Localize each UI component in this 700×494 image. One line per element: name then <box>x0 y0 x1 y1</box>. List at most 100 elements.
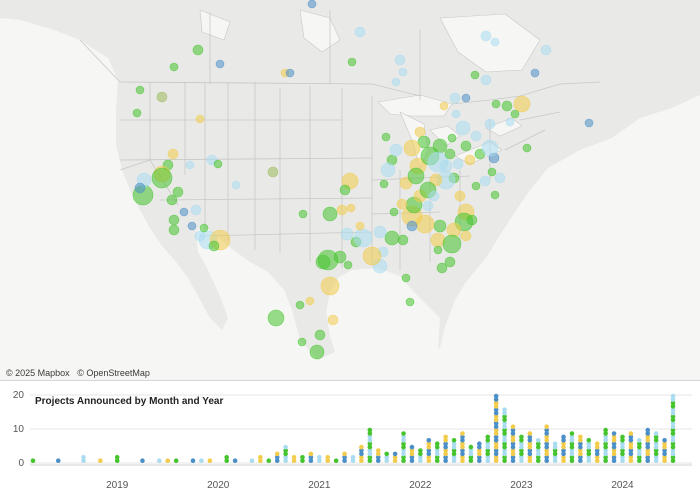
projects-timeline-chart[interactable]: 0 10 20 2019 2020 2021 2022 2023 2024 Projects … <box>0 381 700 494</box>
project-marker[interactable] <box>433 219 447 233</box>
project-marker[interactable] <box>464 154 476 166</box>
project-marker[interactable] <box>389 207 399 217</box>
project-marker[interactable] <box>380 162 396 178</box>
project-marker[interactable] <box>513 95 531 113</box>
project-marker[interactable] <box>320 276 340 296</box>
bar-2022-06[interactable] <box>418 448 423 463</box>
bar-2023-01[interactable] <box>477 441 482 463</box>
project-marker[interactable] <box>267 309 285 327</box>
bar-2019-12[interactable] <box>165 458 171 463</box>
bar-2020-08[interactable] <box>232 458 238 463</box>
project-marker[interactable] <box>295 300 305 310</box>
project-marker[interactable] <box>135 85 145 95</box>
bar-2020-11[interactable] <box>258 455 263 463</box>
project-marker[interactable] <box>461 93 471 103</box>
project-marker[interactable] <box>307 0 317 9</box>
project-marker[interactable] <box>505 117 515 127</box>
bar-2024-12[interactable] <box>670 393 676 463</box>
project-marker[interactable] <box>436 262 448 274</box>
bar-2022-10[interactable] <box>451 438 457 463</box>
bar-2023-05[interactable] <box>510 424 516 463</box>
bar-2023-04[interactable] <box>502 407 507 463</box>
bar-2023-08[interactable] <box>535 438 541 463</box>
mapbox-attribution-link[interactable]: © 2025 Mapbox <box>6 368 70 378</box>
project-marker[interactable] <box>336 204 348 216</box>
bar-2023-03[interactable] <box>493 393 499 463</box>
bar-2023-12[interactable] <box>569 431 575 463</box>
project-marker[interactable] <box>446 222 462 238</box>
project-marker[interactable] <box>442 234 462 254</box>
project-marker[interactable] <box>355 221 365 231</box>
project-marker[interactable] <box>333 250 347 264</box>
project-marker[interactable] <box>168 224 180 236</box>
bar-2021-10[interactable] <box>350 455 356 463</box>
project-marker[interactable] <box>389 143 403 157</box>
project-marker[interactable] <box>403 139 421 157</box>
bar-2024-09[interactable] <box>645 427 651 463</box>
project-marker[interactable] <box>315 254 331 270</box>
project-marker[interactable] <box>471 181 481 191</box>
bar-2020-07[interactable] <box>224 455 229 463</box>
project-marker[interactable] <box>285 68 295 78</box>
project-marker[interactable] <box>314 329 326 341</box>
project-marker[interactable] <box>522 143 532 153</box>
project-marker[interactable] <box>353 228 373 248</box>
bar-2024-01[interactable] <box>578 434 583 463</box>
bar-2021-05[interactable] <box>308 451 314 463</box>
project-marker[interactable] <box>584 118 594 128</box>
project-marker[interactable] <box>480 74 492 86</box>
project-marker[interactable] <box>134 182 146 194</box>
bar-2022-09[interactable] <box>443 434 448 463</box>
project-marker[interactable] <box>487 167 497 177</box>
bar-2018-11[interactable] <box>55 458 61 463</box>
project-marker[interactable] <box>444 148 456 160</box>
project-marker[interactable] <box>208 240 220 252</box>
project-marker[interactable] <box>439 101 449 111</box>
bar-2020-10[interactable] <box>249 458 255 463</box>
project-marker[interactable] <box>396 198 408 210</box>
project-marker[interactable] <box>354 26 366 38</box>
project-marker[interactable] <box>530 68 540 78</box>
project-marker[interactable] <box>339 184 351 196</box>
project-marker[interactable] <box>169 62 179 72</box>
project-marker[interactable] <box>470 70 480 80</box>
osm-attribution-link[interactable]: © OpenStreetMap <box>77 368 150 378</box>
bar-2022-12[interactable] <box>468 444 474 463</box>
project-marker[interactable] <box>213 159 223 169</box>
project-marker[interactable] <box>490 37 500 47</box>
project-marker[interactable] <box>309 344 325 360</box>
bar-2022-03[interactable] <box>392 451 398 463</box>
project-marker[interactable] <box>384 230 400 246</box>
project-marker[interactable] <box>494 172 506 184</box>
project-marker[interactable] <box>166 194 178 206</box>
project-marker[interactable] <box>490 190 500 200</box>
project-marker[interactable] <box>192 44 204 56</box>
bar-2023-02[interactable] <box>485 434 491 463</box>
project-marker[interactable] <box>406 220 418 232</box>
bar-2023-07[interactable] <box>527 431 533 463</box>
project-marker[interactable] <box>167 148 179 160</box>
bar-2022-04[interactable] <box>401 431 406 463</box>
project-marker[interactable] <box>460 140 472 152</box>
project-marker[interactable] <box>447 133 457 143</box>
bar-2022-08[interactable] <box>434 441 440 463</box>
project-marker[interactable] <box>305 296 315 306</box>
project-marker[interactable] <box>405 297 415 307</box>
bar-2024-08[interactable] <box>637 438 642 463</box>
bar-2024-07[interactable] <box>628 431 634 463</box>
project-marker[interactable] <box>398 67 408 77</box>
project-marker[interactable] <box>347 57 357 67</box>
project-marker[interactable] <box>231 180 241 190</box>
project-marker[interactable] <box>540 44 552 56</box>
project-marker[interactable] <box>327 314 339 326</box>
project-marker[interactable] <box>179 207 189 217</box>
project-marker[interactable] <box>491 99 501 109</box>
bar-2021-09[interactable] <box>342 451 347 463</box>
project-marker[interactable] <box>199 223 209 233</box>
project-marker[interactable] <box>415 214 435 234</box>
project-marker[interactable] <box>455 120 471 136</box>
project-marker[interactable] <box>168 214 180 226</box>
bar-2020-04[interactable] <box>199 458 204 463</box>
project-marker[interactable] <box>480 30 492 42</box>
project-marker[interactable] <box>185 160 195 170</box>
